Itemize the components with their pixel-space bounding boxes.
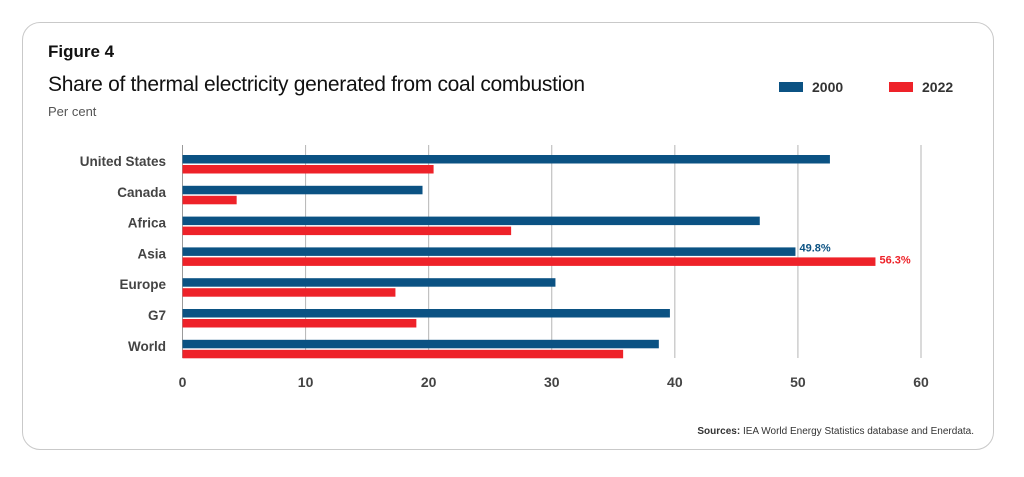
bar-2022 bbox=[182, 226, 512, 236]
chart-subtitle: Per cent bbox=[48, 104, 97, 119]
bar-2000 bbox=[182, 155, 830, 164]
data-label: 49.8% bbox=[799, 242, 830, 254]
category-label: United States bbox=[80, 154, 166, 169]
category-label: Canada bbox=[117, 185, 166, 200]
figure-label: Figure 4 bbox=[48, 42, 115, 61]
legend-item-2022: 2022 bbox=[889, 79, 953, 95]
category-label: Europe bbox=[119, 277, 166, 292]
bar-2022 bbox=[182, 257, 876, 266]
category-label: Africa bbox=[128, 216, 167, 231]
legend-item-2000: 2000 bbox=[779, 79, 843, 95]
category-label: World bbox=[128, 339, 166, 354]
x-tick-label: 0 bbox=[179, 374, 187, 390]
x-tick-label: 50 bbox=[790, 374, 806, 390]
chart-title: Share of thermal electricity generated f… bbox=[48, 73, 585, 96]
sources-text: IEA World Energy Statistics database and… bbox=[742, 426, 974, 437]
sources-note: Sources: IEA World Energy Statistics dat… bbox=[697, 426, 974, 437]
bar-2000 bbox=[182, 216, 760, 226]
category-label: Asia bbox=[137, 246, 166, 261]
bar-2000 bbox=[182, 309, 670, 318]
x-tick-label: 10 bbox=[298, 374, 314, 390]
legend-swatch-2000 bbox=[779, 82, 803, 92]
bar-2000 bbox=[182, 185, 423, 195]
x-tick-label: 20 bbox=[421, 374, 437, 390]
legend-swatch-2022 bbox=[889, 82, 913, 92]
sources-label: Sources: bbox=[697, 426, 741, 437]
bar-2000 bbox=[182, 339, 659, 349]
figure-card bbox=[22, 22, 994, 450]
bar-2022 bbox=[182, 195, 237, 205]
legend-label: 2022 bbox=[922, 79, 954, 95]
bar-2022 bbox=[182, 349, 624, 359]
data-label: 56.3% bbox=[879, 254, 910, 266]
bar-2000 bbox=[182, 247, 796, 256]
x-tick-label: 40 bbox=[667, 374, 683, 390]
bar-2022 bbox=[182, 165, 434, 174]
bar-2000 bbox=[182, 278, 556, 287]
x-tick-label: 60 bbox=[913, 374, 929, 390]
x-tick-label: 30 bbox=[544, 374, 560, 390]
category-label: G7 bbox=[148, 308, 166, 323]
bar-2022 bbox=[182, 288, 396, 297]
bar-2022 bbox=[182, 319, 417, 328]
legend-label: 2000 bbox=[812, 79, 844, 95]
